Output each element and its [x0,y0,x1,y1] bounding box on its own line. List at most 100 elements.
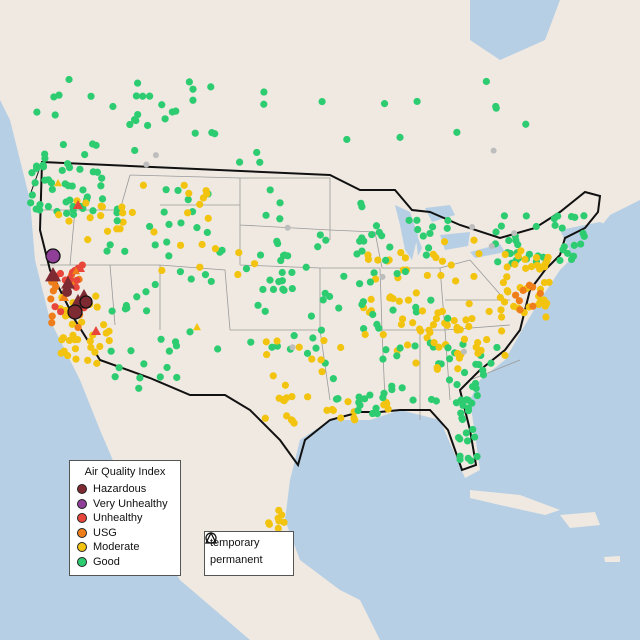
monitor-dot [93,359,101,367]
monitor-dot [415,325,424,333]
legend-label: permanent [210,553,263,566]
monitor-dot [70,210,78,219]
monitor-dot [577,240,585,248]
monitor-dot [278,268,286,277]
monitor-dot [259,285,267,294]
monitor-dot [234,270,242,279]
swatch-moderate [77,542,87,553]
monitor-dot [358,247,366,255]
monitor-dot [443,224,451,232]
monitor-dot [118,203,126,211]
monitor-dot [418,307,427,315]
monitor-dot [176,241,185,249]
monitor-dot [59,334,67,342]
monitor-points [27,75,588,532]
monitor-dot [198,240,206,249]
monitor-dot [367,295,375,303]
monitor-dot [355,398,363,406]
monitor-dot [309,334,317,342]
monitor-dot [273,342,281,350]
monitor-dot [497,222,506,230]
monitor-dot [494,258,502,266]
monitor-dot [176,268,185,276]
monitor-triangle [193,323,201,331]
monitor-dot [44,202,52,211]
monitor-dot [473,452,481,461]
monitor-dot [86,337,94,345]
monitor-dot [247,338,255,346]
monitor-dot [128,208,136,217]
monitor-dot [453,381,461,389]
monitor-dot [78,318,86,326]
monitor-dot [366,391,374,399]
monitor-dot [31,179,39,187]
monitor-dot [364,251,372,259]
monitor-dot [516,306,524,314]
monitor-dot [165,347,173,355]
legend-item-permanent: permanent [205,532,293,568]
monitor-dot [84,356,92,364]
monitor-dot [274,524,282,532]
monitor-dot [358,234,366,242]
monitor-triangle [91,326,101,335]
monitor-dot [88,140,97,148]
monitor-dot [344,398,352,406]
monitor-dot [511,230,518,237]
monitor-dot [139,92,147,100]
monitor-dot [317,356,325,364]
monitor-dot [558,224,566,232]
monitor-dot [375,228,383,236]
monitor-dot [517,247,525,255]
monitor-dot [145,222,154,231]
monitor-dot [204,214,212,222]
monitor-dot [440,238,449,246]
monitor-dot [33,108,41,116]
hispaniola [560,512,600,528]
monitor-dot [80,296,92,308]
monitor-dot [389,306,397,314]
monitor-dot [262,338,270,346]
monitor-dot [51,111,59,119]
monitor-dot [279,252,288,260]
monitor-dot [151,241,159,249]
monitor-dot [105,327,113,335]
legend-item-moderate: Moderate [70,540,180,555]
monitor-dot [469,382,477,391]
monitor-dot [570,241,578,249]
monitor-dot [303,349,312,357]
monitor-dot [207,277,215,286]
monitor-dot [48,312,56,320]
legend-label: Good [93,555,120,568]
monitor-dot [71,345,80,353]
us-border [38,160,602,472]
legend-label: temporary [210,536,260,549]
monitor-dot [290,419,298,427]
monitor-dot [284,224,291,231]
monitor-outline [67,304,83,320]
monitor-outline [45,248,61,264]
swatch-unhealthy [77,513,87,524]
monitor-dot [57,308,65,316]
monitor-dot [398,384,406,392]
monitor-dot [453,349,462,358]
monitor-dot [73,276,81,284]
monitor-dot [423,271,431,280]
monitor-dot [174,186,182,195]
monitor-dot [567,212,576,221]
monitor-dot [163,238,171,246]
monitor-dot [119,209,127,217]
monitor-dot [180,181,188,189]
monitor-dot [68,182,76,190]
monitor-dot [162,186,170,194]
monitor-dot [470,236,478,244]
aqi-legend: Air Quality Index Hazardous Very Unhealt… [69,460,181,576]
monitor-dot [48,185,56,194]
monitor-triangle [73,200,83,209]
monitor-dot [412,303,420,311]
monitor-triangle [54,179,62,187]
monitor-dot [462,396,471,404]
monitor-dot [580,212,588,220]
monitor-dot [268,343,276,351]
monitor-dot [405,216,413,224]
